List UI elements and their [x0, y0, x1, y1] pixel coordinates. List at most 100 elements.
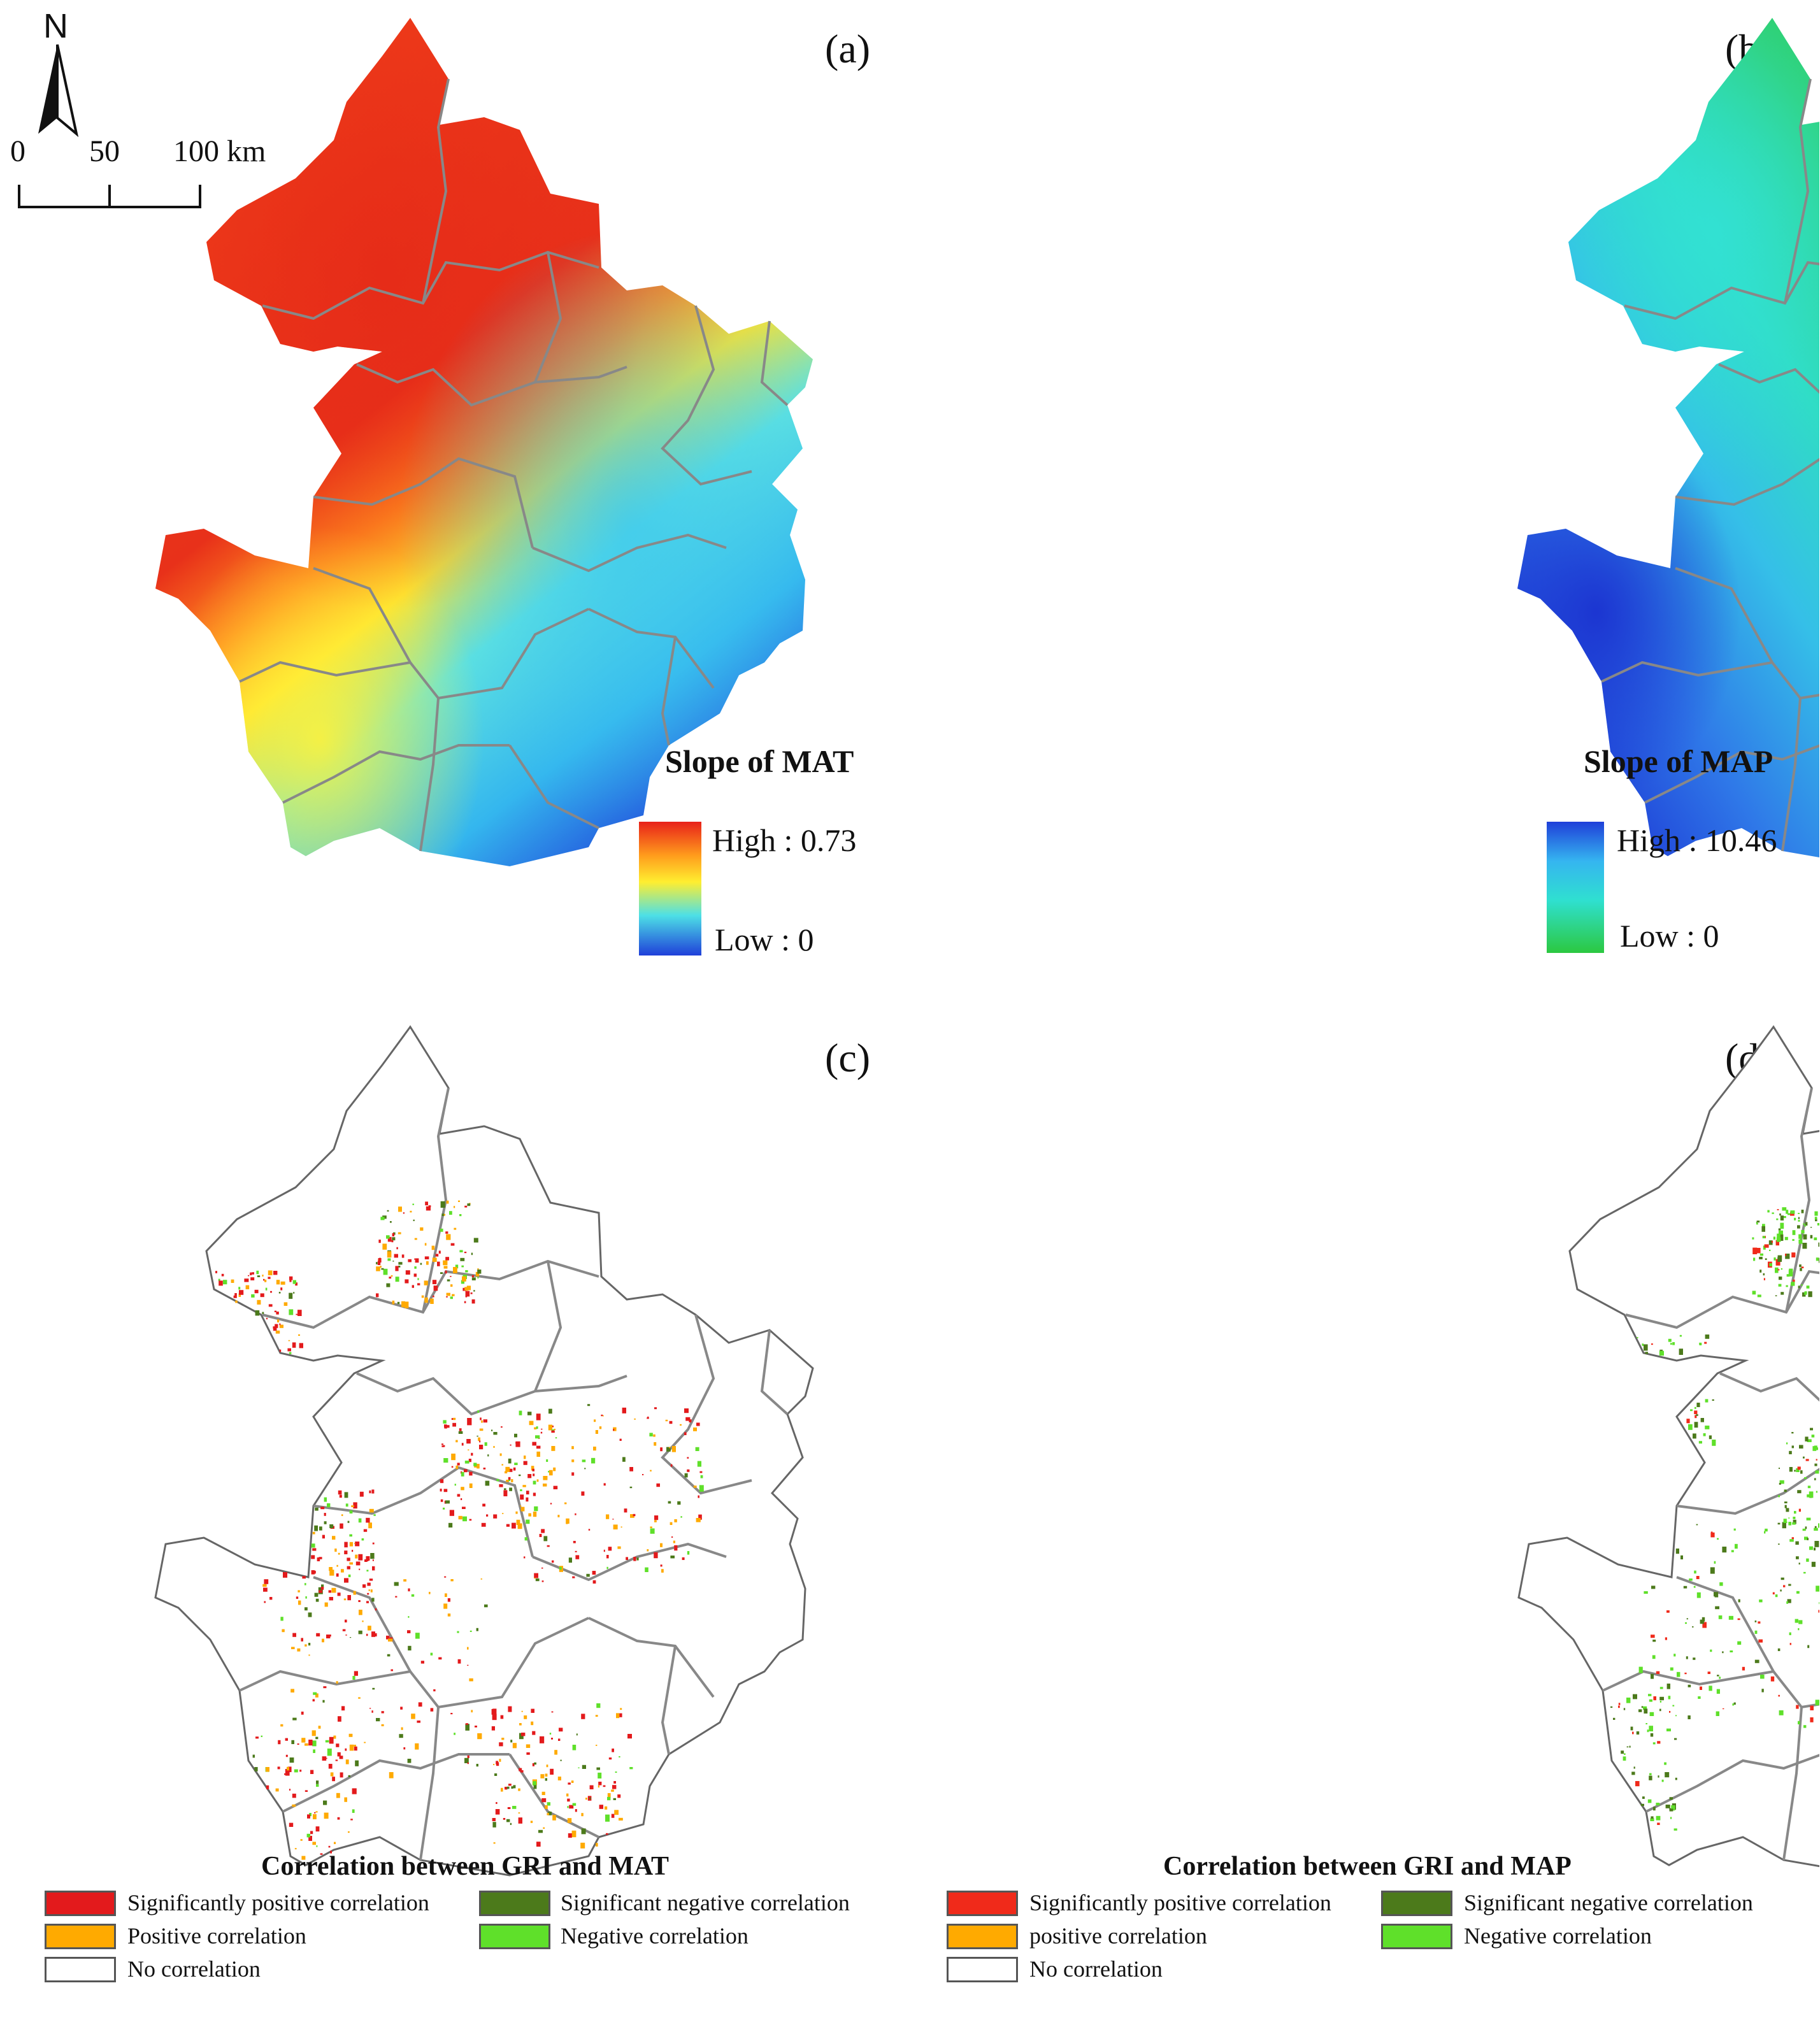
correlation-pixel [620, 1708, 622, 1710]
correlation-pixel [1786, 1210, 1789, 1214]
correlation-pixel [1696, 1403, 1700, 1407]
correlation-pixel [529, 1420, 534, 1426]
correlation-pixel [348, 1831, 350, 1833]
correlation-pixel [317, 1557, 320, 1561]
correlation-pixel [372, 1542, 375, 1545]
correlation-pixel [339, 1756, 343, 1759]
correlation-pixel [310, 1831, 313, 1835]
correlation-pixel [1647, 1729, 1649, 1733]
correlation-pixel [521, 1733, 526, 1736]
correlation-pixel [331, 1587, 336, 1593]
correlation-pixel [262, 1312, 264, 1314]
correlation-pixel [687, 1469, 690, 1472]
correlation-pixel [608, 1757, 612, 1760]
correlation-pixel [252, 1272, 254, 1275]
correlation-pixel [378, 1258, 382, 1263]
correlation-pixel [1779, 1468, 1780, 1469]
correlation-pixel [612, 1785, 617, 1789]
correlation-pixel [601, 1414, 603, 1417]
correlation-pixel [280, 1724, 283, 1727]
correlation-pixel [289, 1276, 293, 1280]
correlation-pixel [280, 1287, 283, 1291]
correlation-pixel [571, 1446, 574, 1449]
correlation-pixel [1638, 1709, 1642, 1712]
correlation-pixel [432, 1280, 437, 1284]
correlation-pixel [465, 1291, 470, 1297]
correlation-pixel [364, 1559, 368, 1562]
correlation-pixel [1650, 1818, 1654, 1821]
correlation-pixel [1762, 1236, 1765, 1238]
panel-b: (b) [910, 0, 1819, 1009]
correlation-pixel [698, 1514, 702, 1520]
correlation-pixel [345, 1503, 348, 1507]
correlation-pixel [567, 1806, 569, 1808]
correlation-pixel [1772, 1212, 1774, 1214]
correlation-pixel [1735, 1543, 1738, 1549]
correlation-pixel [1700, 1686, 1702, 1690]
correlation-pixel [1718, 1615, 1723, 1619]
correlation-pixel [308, 1612, 312, 1617]
correlation-pixel [467, 1647, 469, 1650]
label-none: No correlation [127, 1956, 261, 1982]
correlation-pixel [457, 1631, 459, 1633]
correlation-pixel [1812, 1446, 1817, 1451]
correlation-pixel [322, 1535, 325, 1539]
correlation-pixel [289, 1280, 292, 1282]
correlation-pixel [516, 1519, 520, 1525]
correlation-pixel [1777, 1648, 1781, 1651]
correlation-pixel [492, 1708, 497, 1714]
correlation-pixel [321, 1584, 324, 1588]
correlation-pixel [1700, 1619, 1704, 1624]
correlation-pixel [1765, 1258, 1767, 1260]
correlation-pixel [548, 1812, 552, 1815]
correlation-pixel [1737, 1641, 1742, 1645]
correlation-pixel [313, 1692, 317, 1695]
correlation-pixel [443, 1458, 448, 1463]
correlation-pixel [684, 1432, 687, 1435]
correlation-pixel [614, 1810, 619, 1815]
correlation-pixel [341, 1569, 344, 1573]
correlation-pixel [370, 1589, 373, 1592]
correlation-pixel [320, 1506, 325, 1510]
correlation-pixel [1777, 1522, 1781, 1525]
correlation-pixel [1816, 1459, 1817, 1461]
correlation-pixel [483, 1419, 487, 1423]
correlation-pixel [1699, 1343, 1702, 1345]
correlation-pixel [548, 1471, 550, 1473]
correlation-pixel [1781, 1577, 1784, 1580]
correlation-pixel [392, 1261, 394, 1262]
correlation-pixel [499, 1484, 503, 1487]
correlation-pixel [471, 1452, 473, 1456]
correlation-pixel [312, 1842, 316, 1845]
correlation-pixel [424, 1243, 427, 1246]
correlation-pixel [1818, 1523, 1819, 1528]
correlation-pixel [299, 1343, 303, 1349]
correlation-pixel [533, 1492, 536, 1496]
correlation-pixel [510, 1740, 513, 1743]
correlation-pixel [349, 1744, 354, 1751]
correlation-pixel [405, 1301, 409, 1308]
correlation-pixel [527, 1474, 532, 1478]
correlation-pixel [355, 1561, 361, 1566]
correlation-pixel [292, 1280, 296, 1284]
correlation-pixel [319, 1590, 322, 1593]
correlation-pixel [371, 1598, 375, 1602]
correlation-pixel [1641, 1706, 1644, 1708]
correlation-pixel [257, 1299, 261, 1305]
correlation-pixel [334, 1842, 336, 1844]
correlation-pixel [1642, 1343, 1644, 1346]
correlation-pixel [412, 1203, 414, 1205]
correlation-pixel [464, 1757, 469, 1763]
correlation-pixel [464, 1469, 468, 1473]
correlation-pixel [479, 1445, 484, 1450]
correlation-pixel [316, 1845, 318, 1847]
correlation-pixel [262, 1584, 267, 1587]
correlation-pixel [567, 1798, 570, 1802]
correlation-pixel [411, 1714, 415, 1719]
correlation-pixel [405, 1279, 409, 1284]
correlation-pixel [560, 1759, 562, 1761]
correlation-pixel [1783, 1519, 1787, 1523]
correlation-pixel [1719, 1677, 1721, 1679]
correlation-pixel [522, 1485, 526, 1487]
correlation-pixel [302, 1576, 306, 1579]
